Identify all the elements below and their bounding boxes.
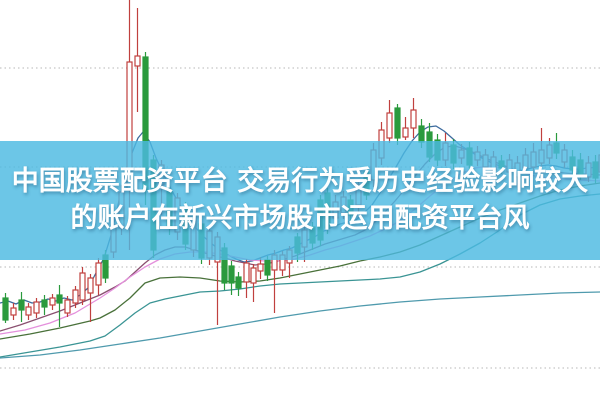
candle-body xyxy=(49,297,56,306)
headline-line-1: 中国股票配资平台 交易行为受历史经验影响较大 xyxy=(11,165,589,197)
ma-slowest-cyan xyxy=(0,291,600,359)
candle-body xyxy=(418,125,425,143)
candle-body xyxy=(250,267,257,284)
candle-body xyxy=(257,263,264,272)
candle-body xyxy=(264,259,271,276)
candle-body xyxy=(2,297,9,321)
candle-body xyxy=(243,262,250,283)
candle-body xyxy=(64,299,71,314)
candle-body xyxy=(95,262,102,286)
candle-body xyxy=(25,306,32,316)
candle-body xyxy=(33,301,40,314)
candle-body xyxy=(228,265,235,284)
candle-body xyxy=(10,307,17,316)
candle-body xyxy=(79,272,86,301)
candle-body xyxy=(134,55,141,67)
candle-body xyxy=(394,107,401,139)
candle-body xyxy=(18,299,25,311)
headline-banner: 中国股票配资平台 交易行为受历史经验影响较大 的账户在新兴市场股市运用配资平台风 xyxy=(0,141,600,260)
candle-body xyxy=(41,299,48,308)
headline-line-2: 的账户在新兴市场股市运用配资平台风 xyxy=(70,203,530,234)
candle-body xyxy=(56,294,63,304)
candle-body xyxy=(402,127,409,138)
candle-body xyxy=(72,289,79,304)
candle-body xyxy=(410,109,417,129)
candle-body xyxy=(386,112,393,139)
candle-body xyxy=(235,276,242,289)
candle-body xyxy=(87,277,94,294)
